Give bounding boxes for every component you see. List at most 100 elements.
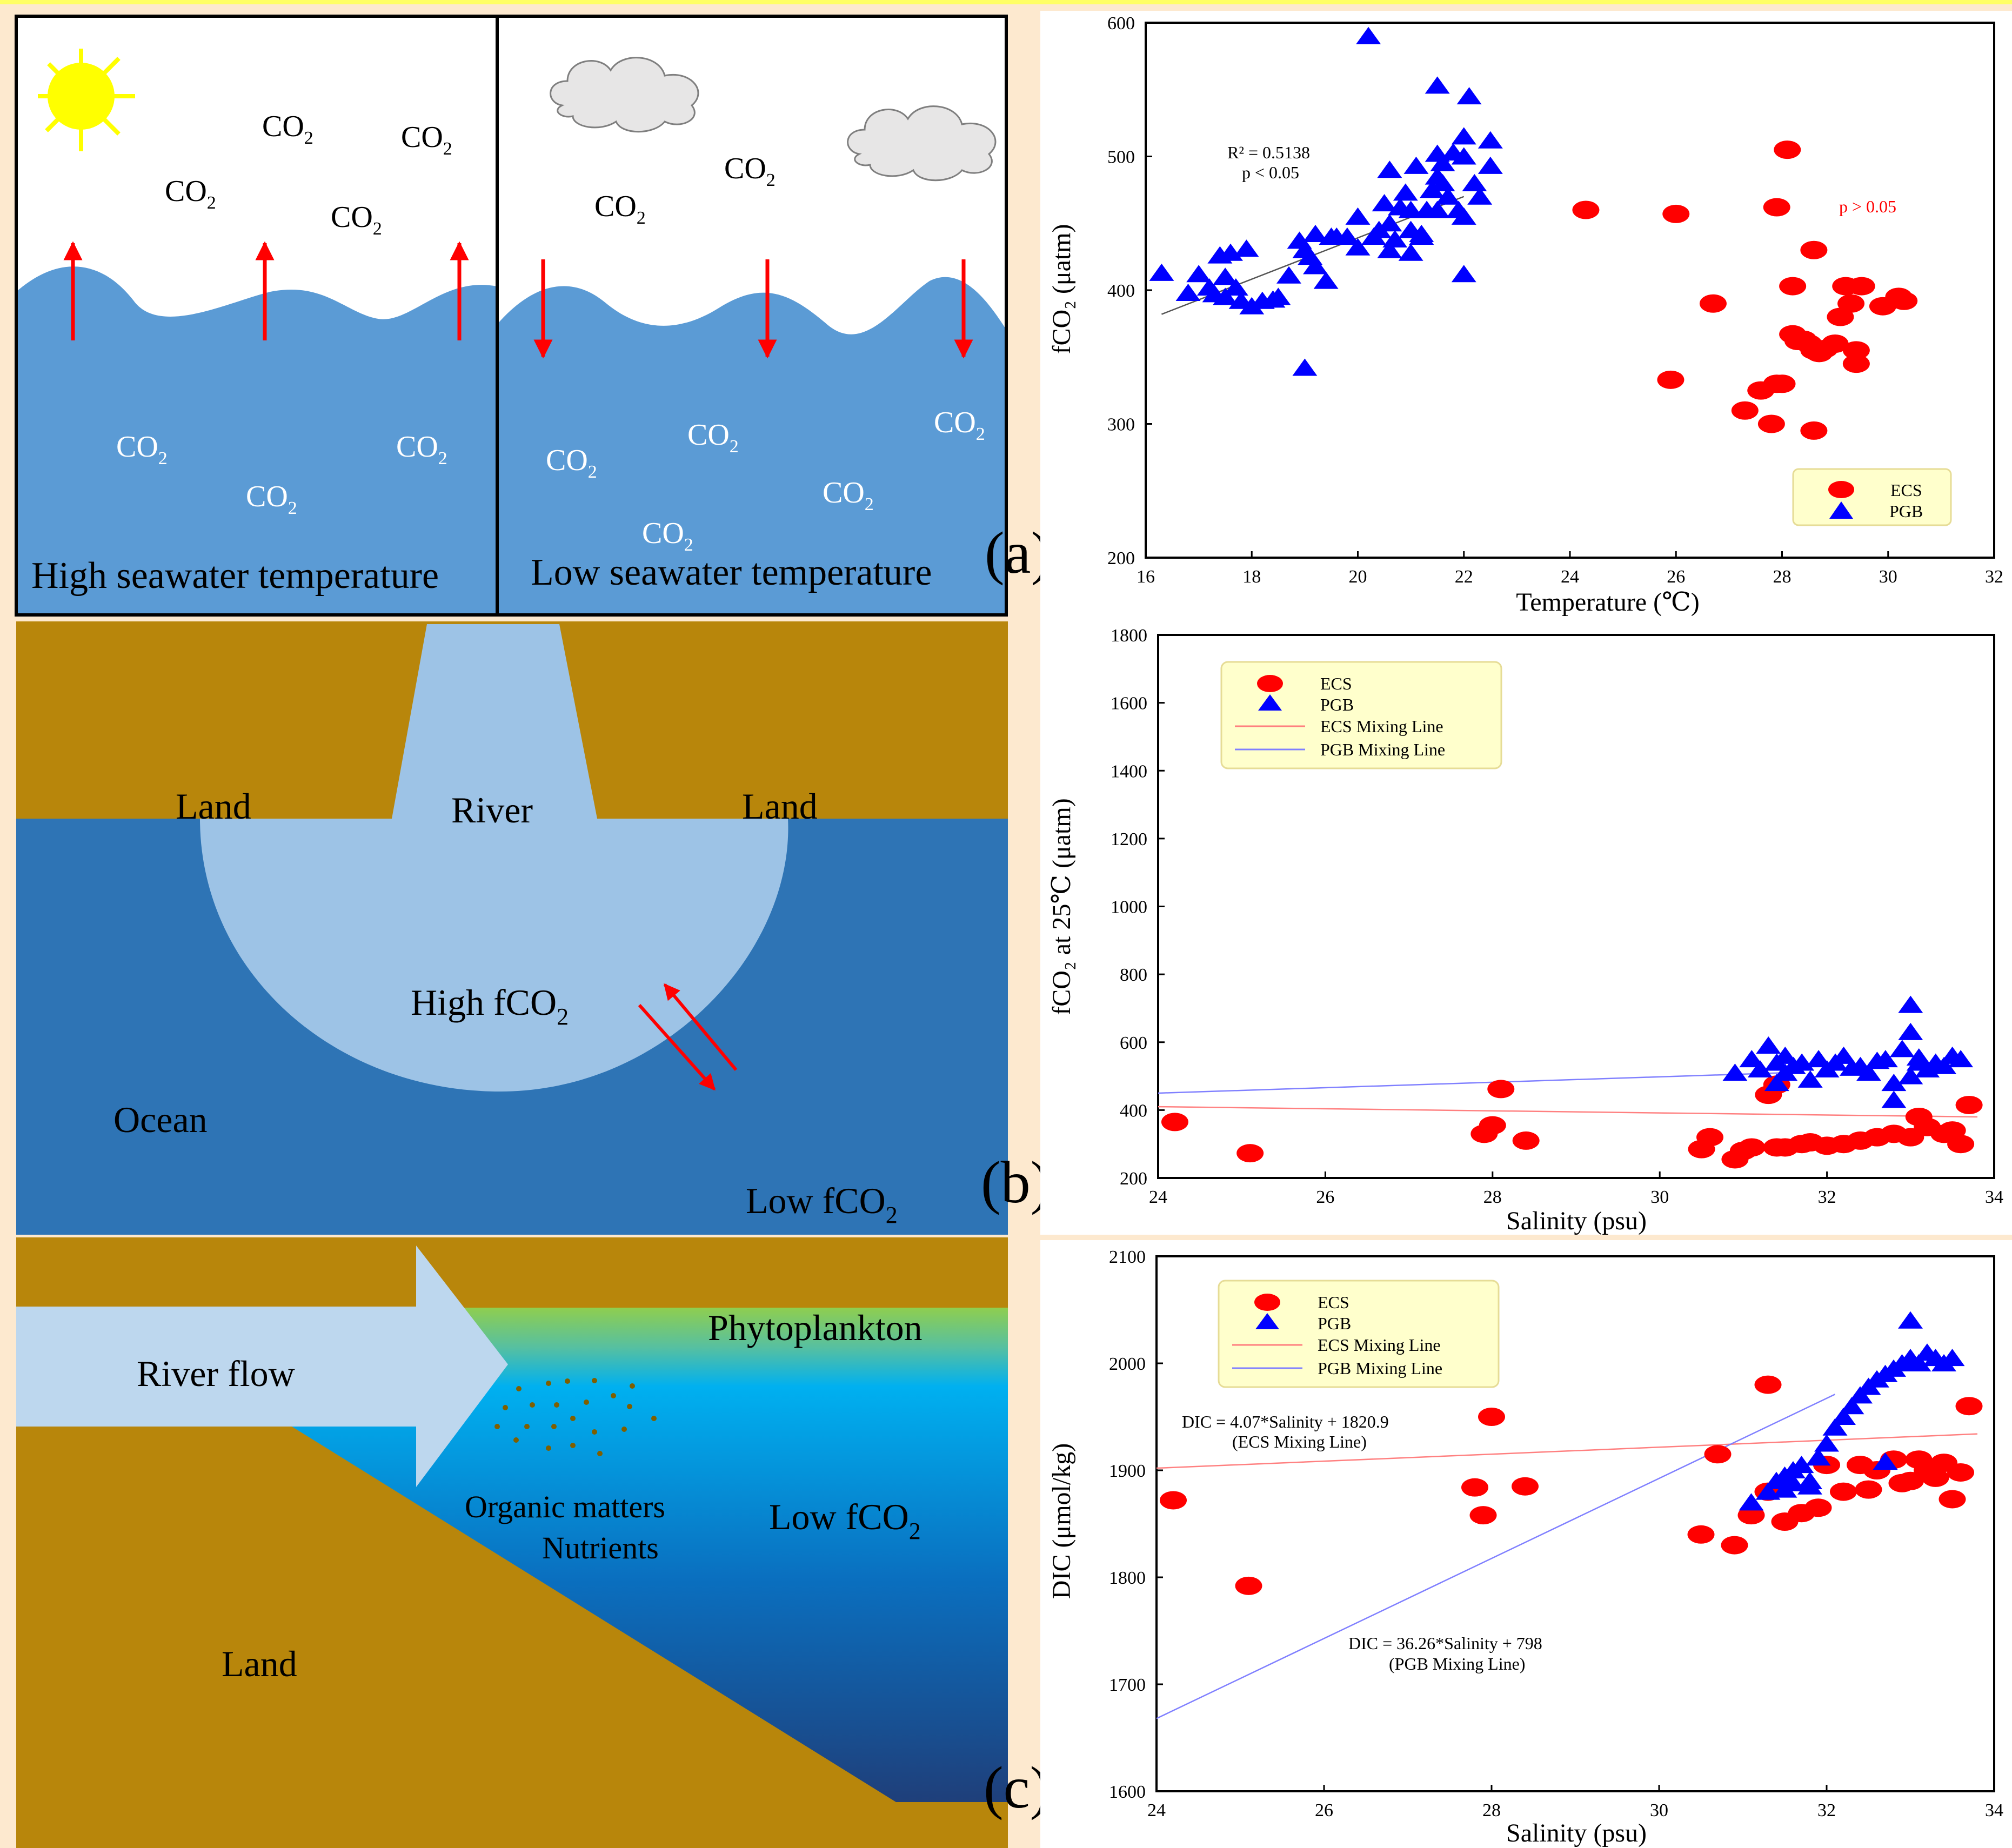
chart-a-pgb-point: [1345, 238, 1371, 256]
chart-b-legend-box: [1220, 661, 1502, 769]
chart-b-ytick-label: 1600: [1111, 694, 1147, 714]
chart-c-ytick-label: 1800: [1109, 1568, 1146, 1588]
chart-a-pgb-point: [1303, 225, 1328, 243]
chart-a-pgb-point: [1451, 127, 1476, 145]
chart-a-pgb-point: [1377, 214, 1402, 232]
chart-a-pgb-point: [1467, 187, 1493, 205]
chart-b-ecs-point: [1738, 1138, 1766, 1157]
co2-air-4: CO2: [331, 200, 382, 239]
chart-a-pgb-point: [1345, 207, 1371, 225]
chart-b-pgb-point: [1889, 1040, 1915, 1057]
chart-b-pgb-point: [1856, 1063, 1881, 1081]
chart-c-ecs-point: [1160, 1491, 1187, 1510]
chart-a-ecs-point: [1821, 334, 1849, 353]
chart-c-ecs-equation-note: (ECS Mixing Line): [1232, 1432, 1367, 1451]
chart-a-pgb-point: [1435, 187, 1461, 205]
chart-a-pgb-point: [1456, 87, 1482, 105]
chart-c-legend-ecs-line-label: ECS Mixing Line: [1318, 1335, 1441, 1355]
chart-c-pgb-point: [1806, 1448, 1831, 1466]
river-flow-arrow: [16, 1246, 508, 1487]
chart-a-ticks: 16 18 20 22 24 26 28 30 32 200 300 400 500 600: [1107, 14, 2003, 587]
river-plume: [200, 624, 788, 1092]
chart-b-ytick-label: 1200: [1111, 829, 1147, 849]
chart-c-xtick-label: 30: [1650, 1800, 1668, 1820]
chart-a-pgb-point: [1303, 257, 1328, 274]
co2-air-6: CO2: [594, 190, 646, 228]
chart-a-marks: [1149, 26, 1918, 440]
chart-b-pgb-point: [1906, 1053, 1931, 1071]
chart-c-pgb-point: [1789, 1456, 1814, 1474]
caption-high-temperature: High seawater temperature: [31, 555, 439, 597]
co2-air-1: CO2: [262, 110, 313, 148]
chart-a-ytick-label: 200: [1107, 548, 1135, 568]
chart-c-legend-pgb-line-label: PGB Mixing Line: [1318, 1358, 1442, 1378]
chart-b-pgb-point: [1948, 1050, 1974, 1068]
chart-a-xtick-label: 20: [1349, 567, 1367, 587]
chart-c-legend-ecs-label: ECS: [1318, 1293, 1349, 1312]
chart-a-pgb-point: [1313, 271, 1339, 289]
chart-c-ylabel: DIC (μmol/kg): [1047, 1443, 1076, 1599]
chart-a-ecs-point: [1774, 140, 1801, 159]
chart-b-xtick-label: 24: [1149, 1187, 1167, 1207]
chart-a-pgb-point: [1398, 200, 1423, 218]
chart-c-ytick-label: 1700: [1109, 1675, 1146, 1695]
sea-left: [16, 266, 497, 615]
chart-a-ytick-label: 400: [1107, 281, 1135, 301]
chart-c-ecs-point: [1704, 1445, 1732, 1464]
chart-c-xtick-label: 28: [1482, 1800, 1501, 1820]
co2-water-8: CO2: [642, 517, 693, 555]
chart-a-pgb-point: [1398, 243, 1423, 261]
panel-label-a: (a): [985, 520, 1051, 586]
chart-b-legend-ecs-line-label: ECS Mixing Line: [1320, 717, 1443, 736]
chart-a-xlabel: Temperature (℃): [1516, 588, 1700, 617]
co2-air-2: CO2: [401, 120, 452, 159]
chart-a-xtick-label: 32: [1985, 567, 2003, 587]
chart-b-ecs-point: [1487, 1080, 1515, 1099]
chart-b-ecs-point: [1947, 1135, 1975, 1154]
co2-air-5: CO2: [724, 152, 776, 190]
chart-a-legend-ecs-label: ECS: [1890, 480, 1922, 500]
schematic-a-frame: [15, 15, 1008, 617]
chart-c-ecs-point: [1461, 1478, 1488, 1497]
exchange-arrow-in: [663, 983, 738, 1071]
chart-c-ecs-point: [1922, 1468, 1949, 1487]
chart-c-pgb-equation: DIC = 36.26*Salinity + 798: [1348, 1633, 1542, 1653]
chart-a-ecs-point: [1699, 294, 1727, 313]
chart-a-pgb-point: [1213, 287, 1238, 305]
chart-a-ecs-point: [1837, 294, 1865, 313]
schematic-a: CO2 CO2 CO2 CO2 CO2 CO2 CO2 CO2 CO2 CO2 …: [15, 15, 1008, 617]
chart-c-pgb-point: [1898, 1311, 1923, 1329]
top-stripe: [0, 0, 2012, 4]
chart-c-pgb-point: [1822, 1418, 1848, 1436]
chart-b-pgb-point: [1764, 1074, 1789, 1092]
chart-a-pgb-point: [1409, 227, 1434, 245]
chart-c-ytick-label: 2100: [1109, 1247, 1146, 1267]
chart-a-pgb-point: [1377, 160, 1402, 178]
chart-b-ticks: 24 26 28 30 32 34 200 400 600 800 1000 1200 1400 1600…: [1111, 626, 2003, 1207]
chart-a-pgb-point: [1425, 200, 1450, 218]
chart-c-pgb-point: [1814, 1434, 1839, 1452]
label-phytoplankton: Phytoplankton: [708, 1307, 923, 1348]
chart-a-ecs-point: [1848, 277, 1875, 296]
chart-b-pgb-point: [1722, 1063, 1748, 1081]
chart-a-ecs-point: [1657, 370, 1685, 389]
chart-b-legend: ECS PGB ECS Mixing Line PGB Mixing Line: [1220, 661, 1502, 769]
particles: [494, 1378, 657, 1456]
chart-a-xtick-label: 28: [1773, 567, 1792, 587]
chart-b-ylabel: fCO₂ at 25℃ (μatm): [1047, 798, 1076, 1015]
chart-a-pgb-point: [1186, 265, 1212, 283]
chart-b-legend-pgb-line-label: PGB Mixing Line: [1320, 740, 1445, 759]
schematic-b: Land River Land High fCO2 Ocean Low fCO2: [16, 621, 1008, 1235]
chart-b-marks: [1161, 995, 1983, 1169]
label-land-left: Land: [176, 786, 251, 827]
chart-c-pgb-point: [1739, 1493, 1764, 1511]
chart-c-ecs-point: [1830, 1482, 1857, 1501]
chart-c-pgb-point: [1940, 1349, 1965, 1367]
chart-a-xtick-label: 24: [1561, 567, 1579, 587]
chart-b-ecs-point: [1161, 1113, 1188, 1131]
label-river-flow: River flow: [137, 1353, 295, 1394]
chart-b-ecs-point: [1696, 1128, 1724, 1147]
cloud-icon-2: [847, 105, 997, 182]
exchange-arrow-out: [638, 1004, 716, 1091]
co2-water-1: CO2: [116, 430, 168, 468]
